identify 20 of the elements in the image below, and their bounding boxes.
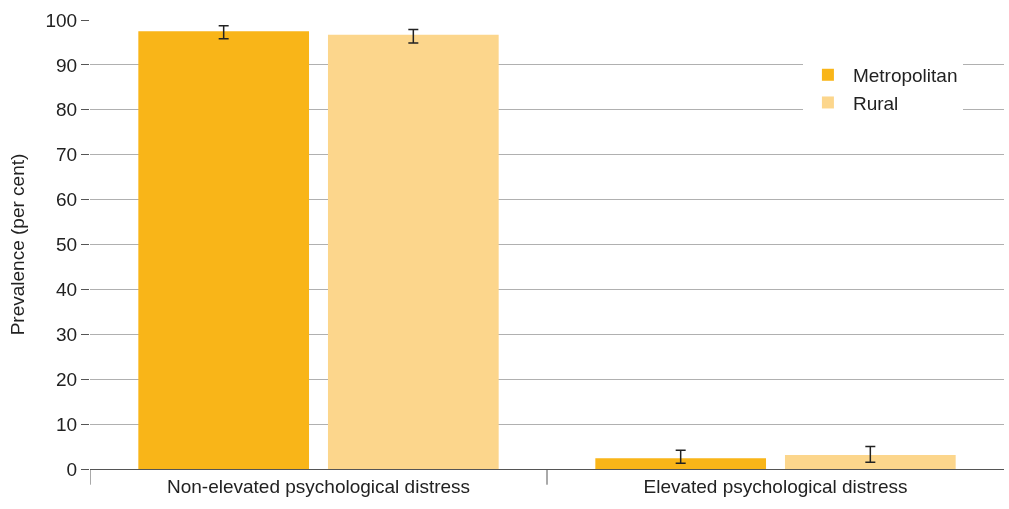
y-tick-label: 0 — [66, 458, 78, 480]
y-tick-label: 70 — [56, 144, 78, 166]
y-tick-label: 10 — [56, 413, 78, 435]
y-tick-label: 60 — [56, 189, 78, 211]
bar — [595, 458, 767, 469]
y-tick-label: 30 — [56, 323, 78, 345]
bar — [784, 455, 956, 469]
bar — [327, 34, 499, 469]
y-tick-label: 40 — [56, 279, 78, 301]
legend-label: Metropolitan — [852, 65, 958, 87]
x-tick-label: Non-elevated psychological distress — [166, 475, 471, 497]
x-tick-label: Elevated psychological distress — [643, 475, 908, 497]
y-tick-label: 100 — [45, 9, 78, 31]
y-tick-label: 20 — [56, 368, 78, 390]
y-tick-label: 50 — [56, 234, 78, 256]
legend-label: Rural — [852, 92, 899, 114]
y-axis-title: Prevalence (per cent) — [7, 153, 29, 336]
y-tick-label: 80 — [56, 99, 78, 121]
y-tick-label: 90 — [56, 54, 78, 76]
bar — [138, 31, 310, 469]
